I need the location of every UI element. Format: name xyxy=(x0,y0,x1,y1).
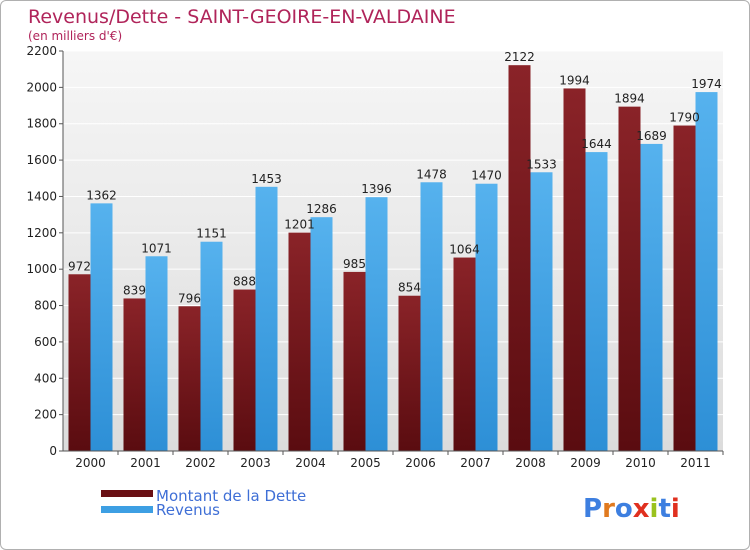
bar-debt-2004 xyxy=(288,232,311,451)
data-label-debt-2000: 972 xyxy=(68,259,91,273)
data-label-revenus-2004: 1286 xyxy=(306,202,337,216)
legend: Montant de la Dette Revenus xyxy=(101,487,306,519)
bar-revenus-2001 xyxy=(145,256,168,451)
x-tick-label: 2008 xyxy=(515,456,546,470)
bar-debt-2008 xyxy=(508,65,531,451)
bar-debt-2005 xyxy=(343,271,366,451)
data-label-debt-2002: 796 xyxy=(178,291,201,305)
data-label-revenus-2001: 1071 xyxy=(141,241,172,255)
logo-letter: t xyxy=(658,494,670,524)
data-label-revenus-2005: 1396 xyxy=(361,182,392,196)
bar-debt-2002 xyxy=(178,306,201,451)
logo-letter: x xyxy=(633,494,650,524)
logo-letter: r xyxy=(602,494,615,524)
bar-revenus-2009 xyxy=(585,152,608,451)
data-label-revenus-2000: 1362 xyxy=(86,188,117,202)
logo-letter: i xyxy=(671,494,680,524)
data-label-debt-2008: 2122 xyxy=(504,50,535,64)
x-tick-label: 2003 xyxy=(240,456,271,470)
data-label-debt-2004: 1201 xyxy=(284,218,315,232)
y-tick-label: 1000 xyxy=(26,262,57,276)
x-tick-label: 2007 xyxy=(460,456,491,470)
bar-revenus-2006 xyxy=(420,182,443,452)
data-label-revenus-2010: 1689 xyxy=(636,129,667,143)
y-tick-label: 800 xyxy=(34,299,57,313)
chart-subtitle: (en milliers d'€) xyxy=(28,29,122,43)
data-label-debt-2011: 1790 xyxy=(669,111,700,125)
bar-revenus-2004 xyxy=(310,217,333,451)
data-label-revenus-2007: 1470 xyxy=(471,169,502,183)
data-label-debt-2001: 839 xyxy=(123,283,146,297)
y-tick-label: 2200 xyxy=(26,44,57,58)
data-label-debt-2009: 1994 xyxy=(559,73,590,87)
y-tick-label: 400 xyxy=(34,371,57,385)
legend-swatch-revenus xyxy=(101,506,153,513)
x-tick-label: 2010 xyxy=(625,456,656,470)
y-tick-label: 1400 xyxy=(26,189,57,203)
y-tick-label: 1800 xyxy=(26,117,57,131)
data-label-revenus-2003: 1453 xyxy=(251,172,282,186)
bar-revenus-2005 xyxy=(365,197,388,451)
logo-letter: i xyxy=(650,494,659,524)
x-tick-label: 2005 xyxy=(350,456,381,470)
bar-revenus-2010 xyxy=(640,143,663,451)
data-label-debt-2005: 985 xyxy=(343,257,366,271)
x-tick-label: 2009 xyxy=(570,456,601,470)
bar-revenus-2002 xyxy=(200,241,223,451)
y-tick-label: 1200 xyxy=(26,226,57,240)
bar-revenus-2011 xyxy=(695,92,718,451)
bar-debt-2006 xyxy=(398,295,421,451)
data-label-revenus-2009: 1644 xyxy=(581,137,612,151)
data-label-revenus-2002: 1151 xyxy=(196,227,227,241)
bar-debt-2009 xyxy=(563,88,586,452)
plot-area xyxy=(63,51,723,451)
y-tick-label: 0 xyxy=(49,444,57,458)
bar-debt-2010 xyxy=(618,106,641,452)
bar-debt-2011 xyxy=(673,125,696,451)
data-label-revenus-2006: 1478 xyxy=(416,167,447,181)
y-tick-label: 200 xyxy=(34,408,57,422)
bar-debt-2000 xyxy=(68,274,91,451)
bar-revenus-2003 xyxy=(255,186,278,451)
x-tick-label: 2002 xyxy=(185,456,216,470)
data-label-revenus-2011: 1974 xyxy=(691,77,722,91)
bar-revenus-2000 xyxy=(90,203,113,451)
legend-label-debt: Montant de la Dette xyxy=(156,487,306,505)
bar-debt-2007 xyxy=(453,257,476,451)
bar-revenus-2008 xyxy=(530,172,553,452)
proxiti-logo: Proxiti xyxy=(583,494,680,524)
x-tick-label: 2006 xyxy=(405,456,436,470)
data-label-debt-2003: 888 xyxy=(233,275,256,289)
x-tick-label: 2011 xyxy=(680,456,711,470)
bar-debt-2001 xyxy=(123,298,146,451)
chart-title: Revenus/Dette - SAINT-GEOIRE-EN-VALDAINE xyxy=(28,6,456,28)
logo-letter: P xyxy=(583,494,602,524)
data-label-revenus-2008: 1533 xyxy=(526,157,557,171)
x-tick-label: 2004 xyxy=(295,456,326,470)
legend-swatch-debt xyxy=(101,490,153,497)
logo-letter: o xyxy=(615,494,633,524)
y-tick-label: 600 xyxy=(34,335,57,349)
legend-label-revenus: Revenus xyxy=(156,501,220,519)
data-label-debt-2010: 1894 xyxy=(614,92,645,106)
data-label-debt-2006: 854 xyxy=(398,281,421,295)
y-tick-label: 1600 xyxy=(26,153,57,167)
x-tick-label: 2000 xyxy=(75,456,106,470)
bar-debt-2003 xyxy=(233,289,256,451)
data-label-debt-2007: 1064 xyxy=(449,243,480,257)
bar-revenus-2007 xyxy=(475,183,498,451)
x-tick-label: 2001 xyxy=(130,456,161,470)
y-tick-label: 2000 xyxy=(26,80,57,94)
